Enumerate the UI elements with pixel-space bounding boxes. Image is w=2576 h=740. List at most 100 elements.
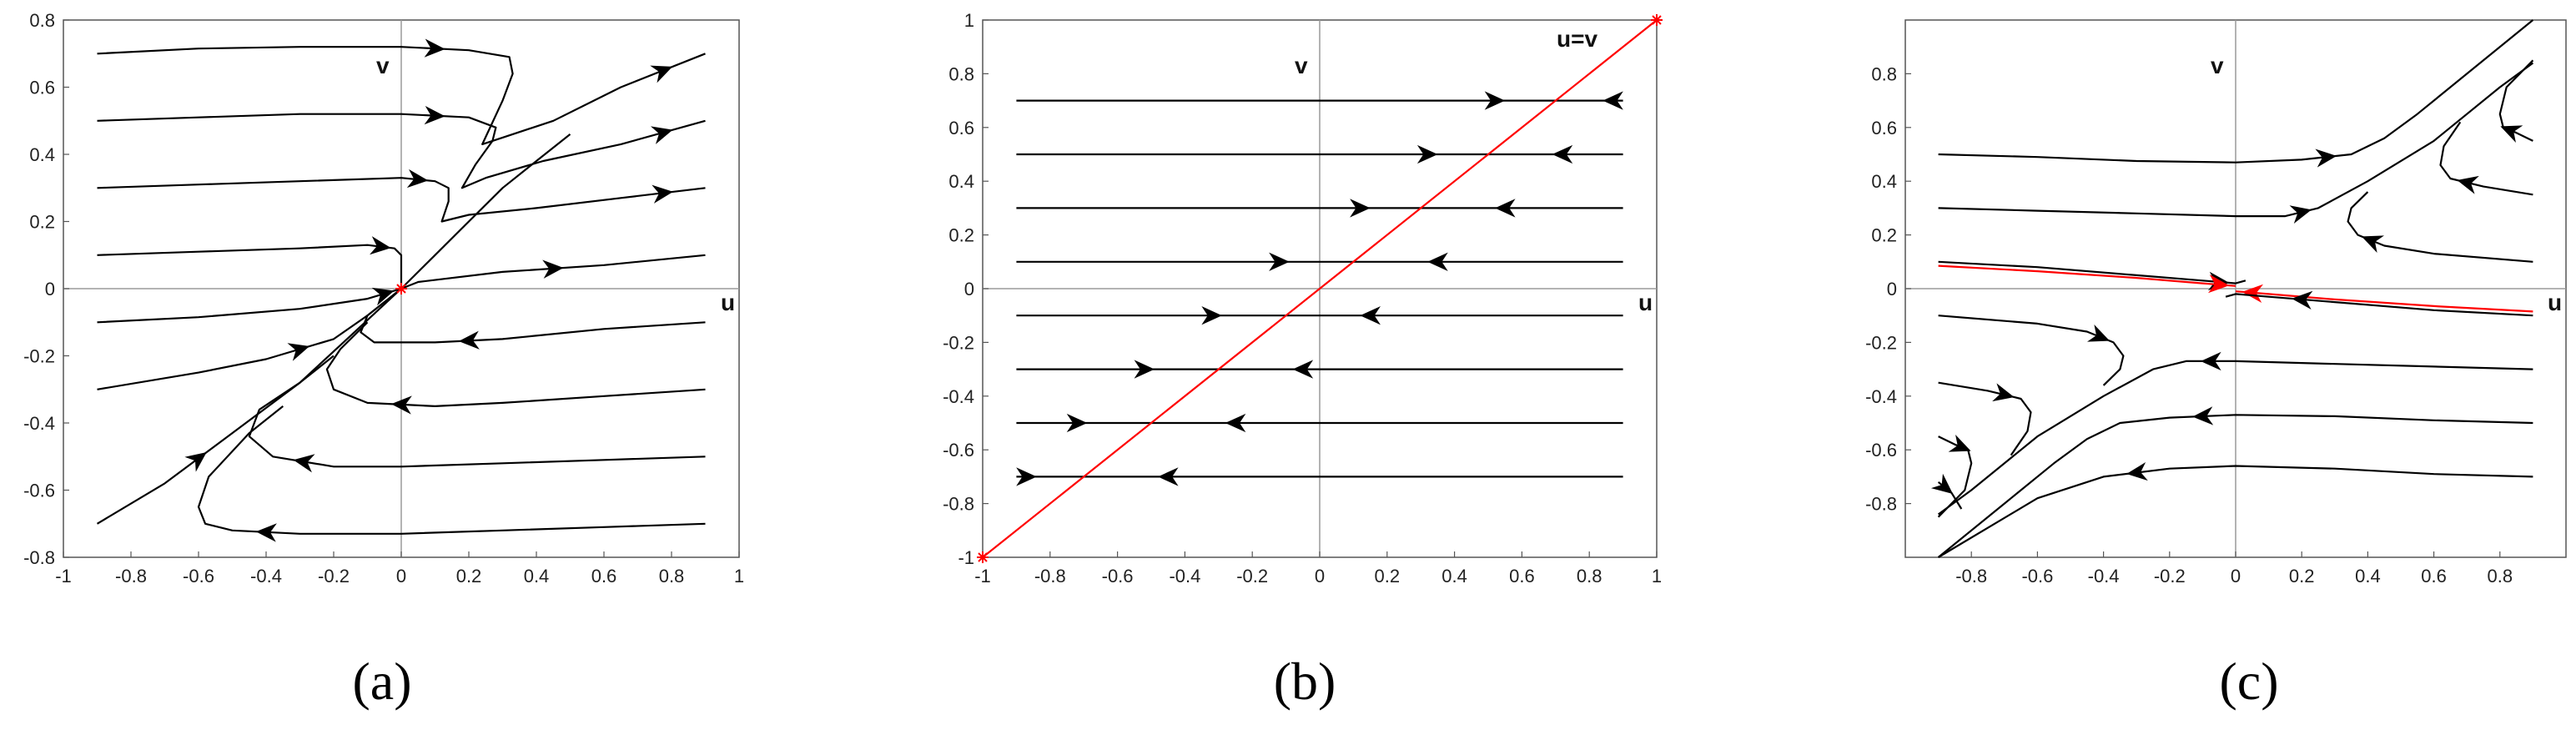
trajectory-line [97,244,706,290]
trajectory-line [2235,290,2533,313]
y-tick-label: -0.8 [943,494,974,515]
trajectory-arrow [406,169,429,189]
y-tick-label: -0.4 [1865,386,1897,407]
x-tick-label: -0.4 [1169,566,1200,586]
axis-label-v: v [376,53,390,78]
trajectory-line [325,321,706,407]
y-tick-label: 0.6 [948,118,974,138]
trajectory-arrow [2201,351,2221,371]
trajectory-line [2498,59,2534,142]
y-tick-label: -1 [958,547,974,568]
trajectory-arrow [2457,175,2479,194]
y-tick-label: -0.6 [1865,440,1897,461]
trajectory-arrow [2241,284,2264,303]
x-tick-label: -0.8 [1034,566,1066,586]
x-tick-label: -0.6 [2021,566,2053,586]
trajectory-line [360,301,706,344]
x-tick-label: 0 [1315,566,1325,586]
trajectory-arrow [184,451,207,472]
trajectory-line [96,288,402,525]
trajectory-line [1938,264,2236,287]
x-tick-label: 1 [1652,566,1662,586]
trajectory-line [1937,414,2533,558]
trajectory-line [2225,293,2533,317]
trajectory-arrow [1201,306,1222,325]
x-tick-label: 0.2 [456,566,482,586]
y-tick-label: -0.8 [23,547,55,568]
y-tick-label: 0 [1887,279,1897,300]
trajectory-line [1937,435,1973,518]
trajectory-line [1938,260,2246,284]
trajectory-arrow [1948,434,1971,452]
axis-label-v: v [2211,53,2224,78]
trajectory-arrow [2289,205,2312,224]
trajectory-arrow [390,395,412,415]
y-tick-label: -0.8 [1865,494,1897,515]
x-tick-label: 0.4 [524,566,550,586]
panel-label-b: (b) [1274,652,1336,711]
y-tick-label: -0.4 [943,386,974,407]
trajectory-arrow [424,105,445,125]
x-tick-label: -0.2 [2154,566,2186,586]
trajectory-line [2439,121,2533,196]
x-tick-label: 0.6 [1509,566,1535,586]
trajectory-arrow [1292,360,1314,379]
trajectory-arrow [2207,274,2230,294]
trajectory-arrow [650,65,673,83]
trajectory-arrow [652,184,673,204]
trajectory-arrow [293,454,315,473]
trajectory-line [1938,465,2533,558]
trajectory-line [400,133,571,289]
trajectory-arrow [1602,91,1623,110]
axis-label-u: u [2548,289,2562,315]
trajectory-arrow [1360,306,1381,325]
x-tick-label: -0.6 [183,566,214,586]
x-tick-label: 0.8 [2488,566,2513,586]
y-tick-label: -0.2 [943,332,974,353]
trajectory-line [1938,381,2032,456]
panel-label-a: (a) [352,652,411,711]
equilibrium-marker [1651,14,1663,26]
x-tick-label: 0.2 [1375,566,1401,586]
trajectory-arrow [371,287,395,306]
panel-b: -1 -0.8 -0.6 -0.4 -0.2 0 0.2 0.4 0.6 0.8 1 -1 -0.8 -0… [943,10,1663,586]
trajectory-line [2347,191,2533,263]
trajectory-arrow [370,236,391,255]
trajectory-line [97,287,402,324]
trajectory-line [248,355,706,468]
panel-label-c: (c) [2219,652,2278,711]
y-tick-label: 0.6 [1871,118,1897,138]
trajectory-line [1938,315,2125,386]
y-tick-label: 1 [964,10,974,31]
trajectory-arrow [1416,144,1438,164]
trajectory-line [97,113,706,189]
trajectory-arrow [255,523,277,542]
trajectory-arrow [1350,199,1371,218]
y-tick-label: 0.2 [948,225,974,246]
trajectory-arrow [650,126,673,144]
x-tick-label: -1 [974,566,991,586]
y-tick-label: -0.2 [1865,332,1897,353]
trajectory-arrow [2500,125,2523,143]
y-tick-label: 0.4 [1871,171,1897,192]
panel-a: -1 -0.8 -0.6 -0.4 -0.2 0 0.2 0.4 0.6 0.8 1-0.8-0.6… [23,10,744,586]
x-tick-label: -0.2 [318,566,350,586]
trajectory-arrow [458,330,480,350]
y-tick-label: -0.6 [943,440,974,461]
trajectory-arrow [1930,473,1953,494]
x-tick-label: 0.2 [2289,566,2315,586]
x-tick-label: -1 [55,566,72,586]
y-tick-label: 0 [964,279,974,300]
x-tick-label: 0 [2231,566,2241,586]
y-tick-label: 0.2 [29,212,55,233]
y-tick-label: 0.6 [29,78,55,98]
y-tick-label: 0 [45,279,55,300]
trajectory-arrow [1269,252,1290,271]
trajectory-arrow [2315,149,2337,168]
equilibrium-marker [395,283,407,294]
x-tick-label: 1 [734,566,744,586]
trajectory-line [97,46,706,145]
trajectory-line [97,288,402,390]
axis-label-u: u [1638,289,1653,315]
x-tick-label: 0.4 [1441,566,1467,586]
